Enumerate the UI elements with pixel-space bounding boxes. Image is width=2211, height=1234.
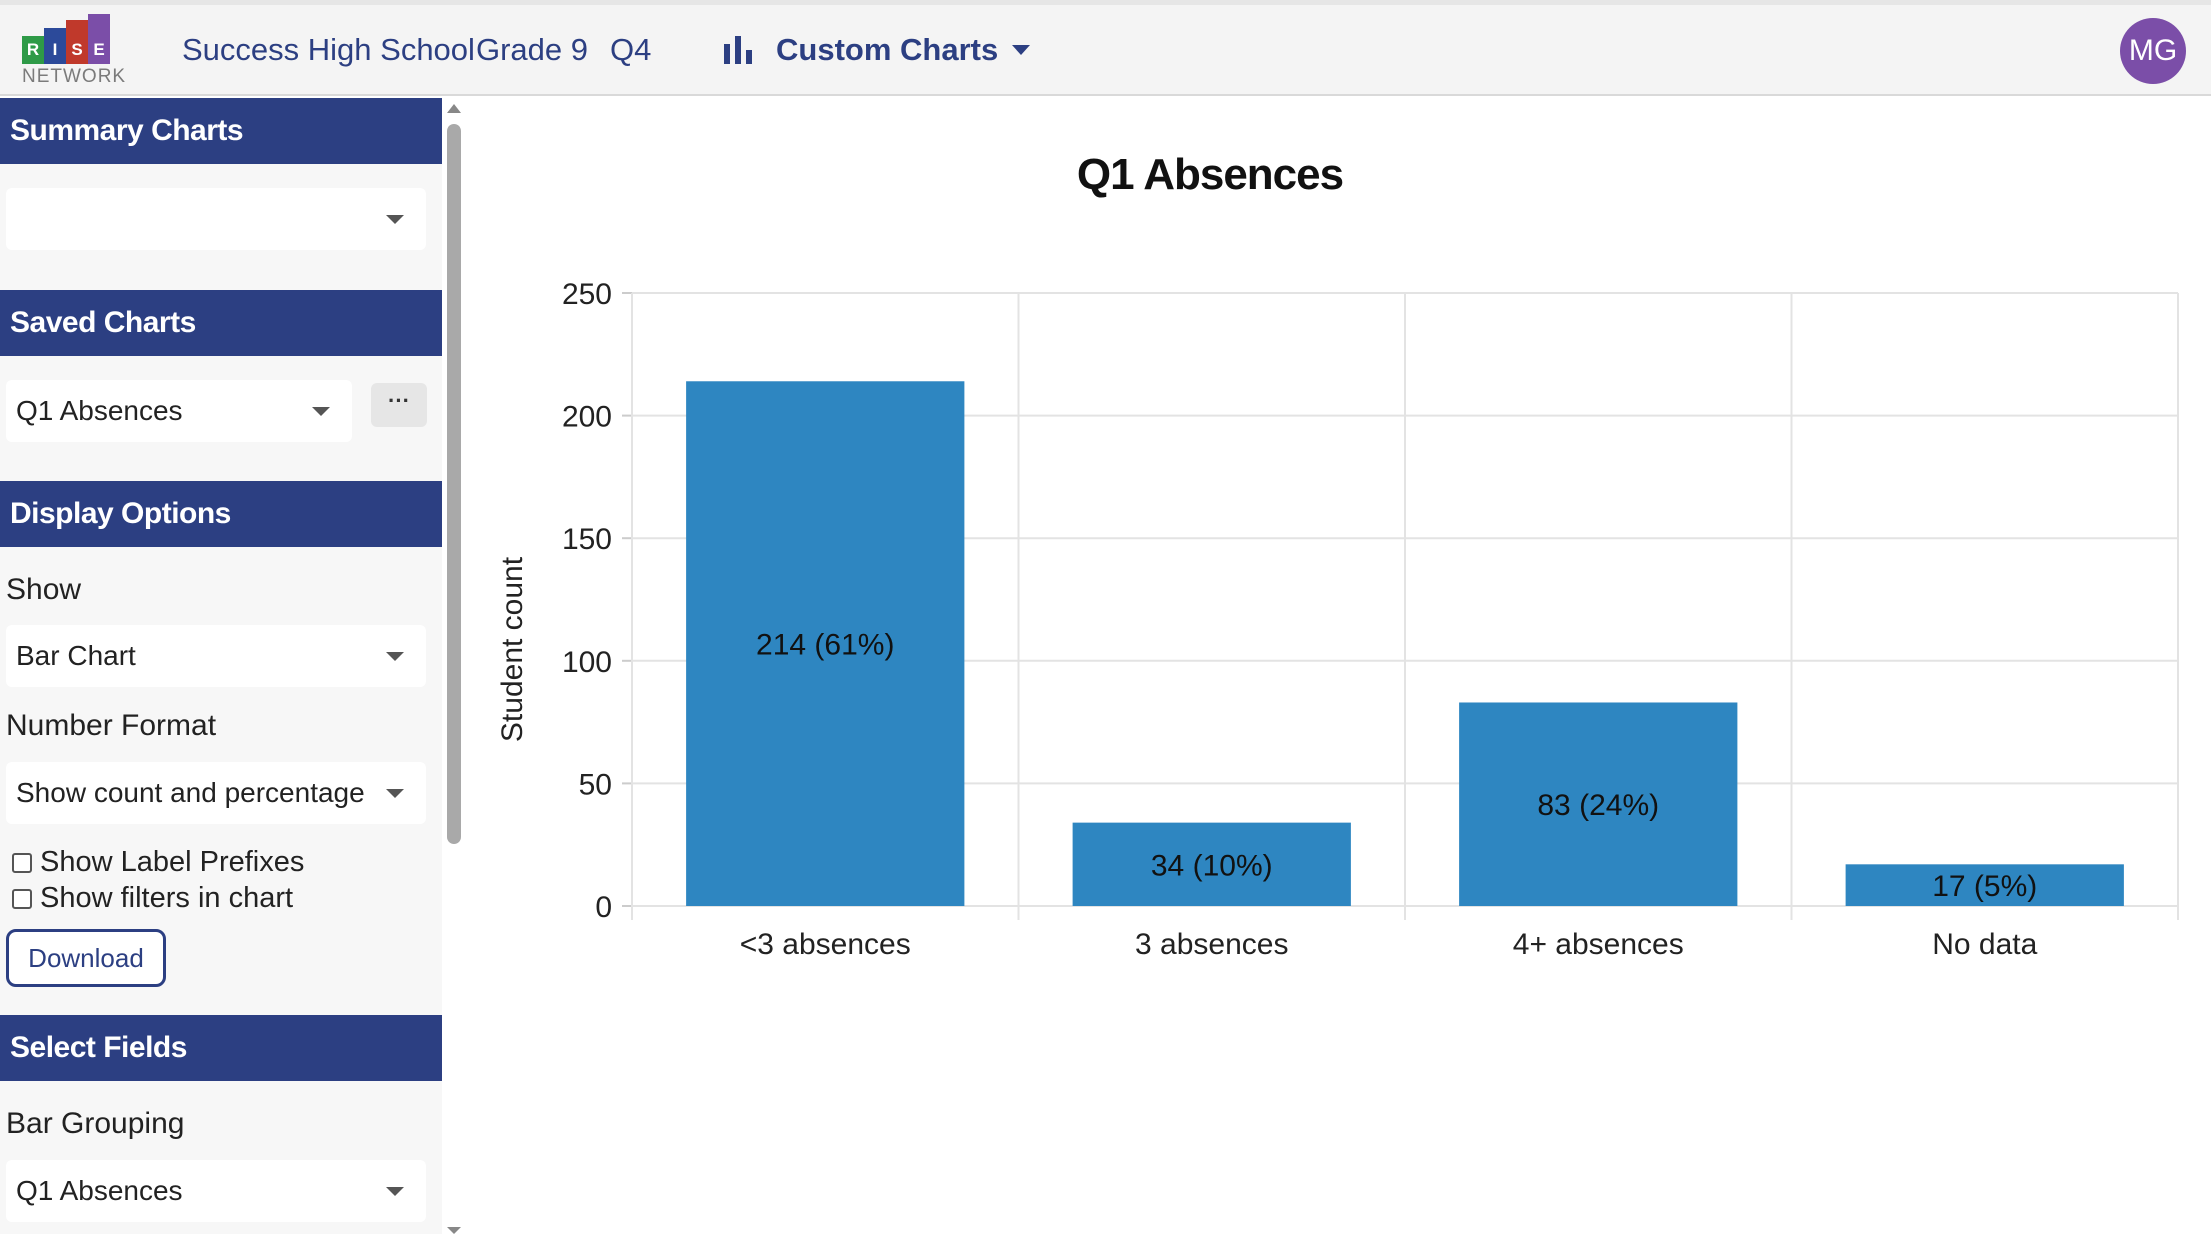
y-tick-label: 250 xyxy=(562,278,612,311)
bar-grouping-value: Q1 Absences xyxy=(16,1175,183,1206)
bar-grouping-label: Bar Grouping xyxy=(6,1107,185,1140)
bar-grouping-select[interactable]: Q1 Absences xyxy=(6,1160,426,1222)
logo-bar-e xyxy=(88,14,110,64)
summary-charts-header: Summary Charts xyxy=(0,98,442,164)
x-category-label: <3 absences xyxy=(740,928,911,961)
nav-school-link[interactable]: Success High School xyxy=(182,32,475,67)
filters-in-chart-checkbox[interactable] xyxy=(12,888,32,909)
bar-3 xyxy=(1845,864,2124,906)
bar-1 xyxy=(1072,822,1351,906)
download-button[interactable]: Download xyxy=(6,929,166,987)
top-stripe xyxy=(0,0,2211,5)
display-options-header: Display Options xyxy=(0,481,442,547)
show-label: Show xyxy=(6,573,82,606)
show-select[interactable]: Bar Chart xyxy=(6,625,426,687)
select-fields-header: Select Fields xyxy=(0,1015,442,1081)
scroll-down-arrow-icon[interactable] xyxy=(447,1227,461,1234)
chevron-down-icon xyxy=(386,215,404,224)
chevron-down-icon xyxy=(386,789,404,798)
y-tick-label: 50 xyxy=(579,768,612,801)
x-category-label: 4+ absences xyxy=(1513,928,1684,961)
scroll-up-arrow-icon[interactable] xyxy=(447,104,461,113)
bar-data-label: 83 (24%) xyxy=(1537,789,1659,822)
bar-data-label: 17 (5%) xyxy=(1932,870,2037,903)
y-tick-label: 200 xyxy=(562,401,612,434)
chart-panel: Q1 Absences 0 50 100 150 200 250 Student count… xyxy=(470,98,2211,1234)
number-format-label: Number Format xyxy=(6,709,217,742)
saved-charts-header: Saved Charts xyxy=(0,290,442,356)
summary-charts-select[interactable] xyxy=(6,188,426,250)
custom-charts-menu[interactable]: Custom Charts xyxy=(724,30,1031,70)
saved-charts-more-button[interactable]: ··· xyxy=(371,383,427,427)
logo-letter-s: S xyxy=(71,40,83,59)
custom-charts-label: Custom Charts xyxy=(776,32,999,67)
logo-letter-r: R xyxy=(26,40,40,59)
y-axis-label: Student count xyxy=(496,556,529,742)
x-category-label: No data xyxy=(1932,928,2037,961)
bar-2 xyxy=(1459,702,1738,906)
chevron-down-icon xyxy=(312,407,330,416)
y-tick-label: 100 xyxy=(562,646,612,679)
rise-network-logo[interactable]: R I S E NETWORK xyxy=(22,14,127,88)
bar-chart: 0 50 100 150 200 250 Student count 214 (61%) <3 … xyxy=(496,278,2179,961)
bar-data-label: 214 (61%) xyxy=(756,629,894,662)
label-prefixes-checkbox[interactable] xyxy=(12,852,32,873)
filters-in-chart-option[interactable]: Show filters in chart xyxy=(12,882,293,915)
show-value: Bar Chart xyxy=(16,640,136,671)
user-avatar[interactable]: MG xyxy=(2120,18,2186,84)
number-format-value: Show count and percentage xyxy=(16,777,365,808)
logo-bar-r xyxy=(22,36,44,64)
y-tick-label: 150 xyxy=(562,523,612,556)
logo-subtitle: NETWORK xyxy=(22,66,127,87)
chevron-down-icon xyxy=(386,652,404,661)
bar-data-label: 34 (10%) xyxy=(1151,849,1273,882)
bar-chart-icon xyxy=(724,36,754,64)
saved-charts-select[interactable]: Q1 Absences xyxy=(6,380,352,442)
bar-0 xyxy=(686,381,965,907)
nav-quarter-link[interactable]: Q4 xyxy=(610,32,652,67)
sidebar: Summary Charts Saved Charts Q1 Absences … xyxy=(0,98,442,1234)
chevron-down-icon xyxy=(1012,45,1031,55)
logo-bar-s xyxy=(66,20,88,64)
number-format-select[interactable]: Show count and percentage xyxy=(6,762,426,824)
logo-bar-i xyxy=(44,28,66,64)
logo-letter-i: I xyxy=(52,40,58,59)
y-tick-label: 0 xyxy=(595,891,612,924)
nav-grade-link[interactable]: Grade 9 xyxy=(476,32,589,67)
x-category-label: 3 absences xyxy=(1135,928,1288,961)
chevron-down-icon xyxy=(386,1187,404,1196)
scrollbar-thumb[interactable] xyxy=(447,124,461,844)
chart-title: Q1 Absences xyxy=(1076,150,1344,199)
label-prefixes-label: Show Label Prefixes xyxy=(40,846,305,878)
logo-letter-e: E xyxy=(93,40,105,59)
label-prefixes-option[interactable]: Show Label Prefixes xyxy=(12,846,304,879)
filters-in-chart-label: Show filters in chart xyxy=(40,882,294,914)
top-bar: R I S E NETWORK Success High School Grad… xyxy=(0,0,2211,96)
saved-charts-value: Q1 Absences xyxy=(16,395,183,426)
